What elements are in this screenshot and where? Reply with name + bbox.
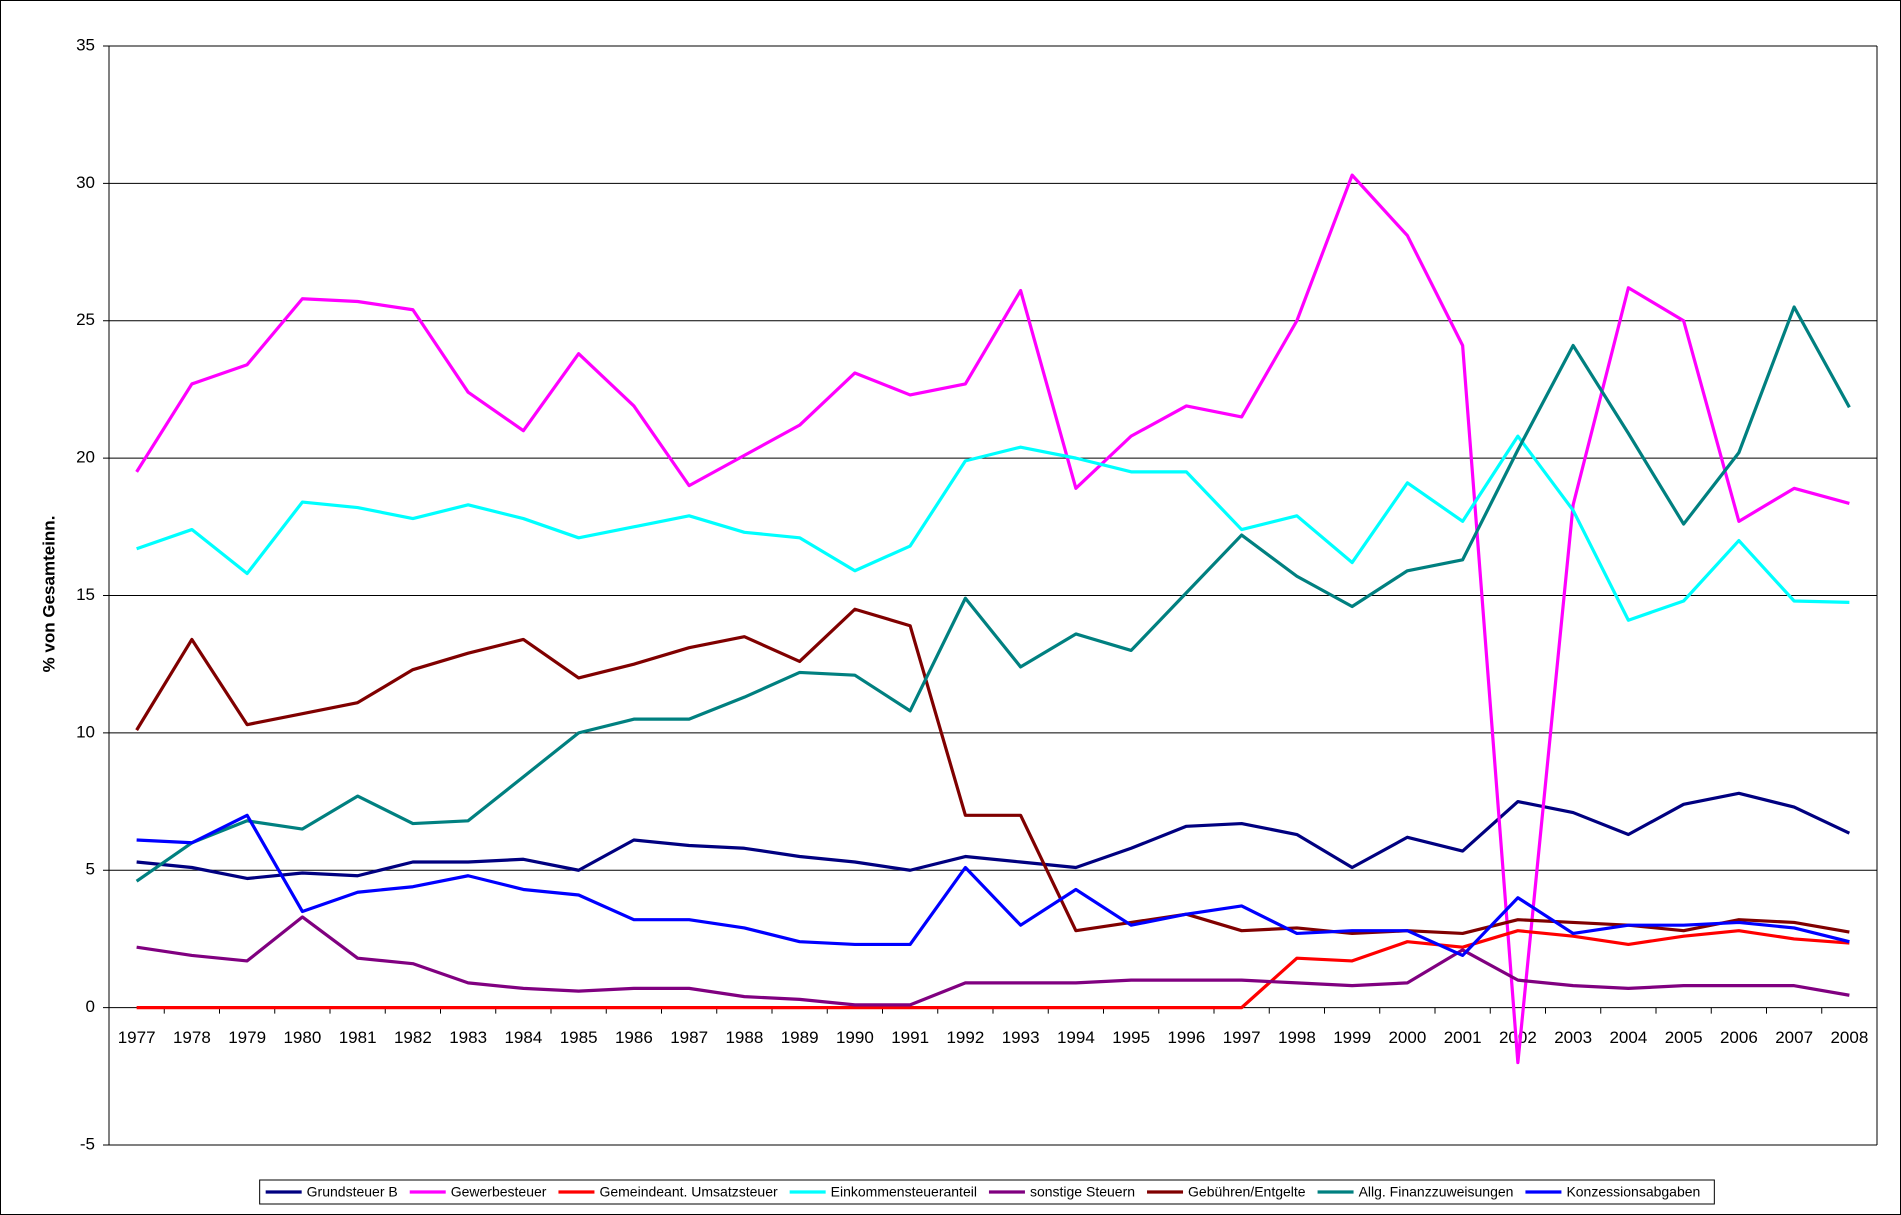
legend-label: Allg. Finanzzuweisungen xyxy=(1359,1184,1514,1200)
y-tick-label: -5 xyxy=(80,1134,95,1153)
x-tick-label: 1998 xyxy=(1278,1028,1316,1047)
x-tick-label: 1984 xyxy=(504,1028,542,1047)
legend-label: Konzessionsabgaben xyxy=(1566,1184,1700,1200)
legend-label: sonstige Steuern xyxy=(1030,1184,1135,1200)
x-tick-label: 1985 xyxy=(560,1028,598,1047)
series-line xyxy=(136,915,1850,1007)
x-tick-label: 1986 xyxy=(615,1028,653,1047)
x-tick-label: 2007 xyxy=(1775,1028,1813,1047)
y-tick-label: 30 xyxy=(76,173,95,192)
x-tick-label: 1992 xyxy=(946,1028,984,1047)
legend-label: Grundsteuer B xyxy=(307,1184,398,1200)
y-tick-label: 35 xyxy=(76,35,95,54)
x-tick-label: 1996 xyxy=(1167,1028,1205,1047)
x-tick-label: 1995 xyxy=(1112,1028,1150,1047)
y-axis-label: % von Gesamteinn. xyxy=(39,516,58,673)
x-tick-label: 1991 xyxy=(891,1028,929,1047)
y-tick-label: 15 xyxy=(76,585,95,604)
series-line xyxy=(136,791,1851,881)
x-tick-label: 1997 xyxy=(1223,1028,1261,1047)
legend-label: Gewerbesteuer xyxy=(451,1184,547,1200)
series-line xyxy=(136,434,1850,622)
legend-label: Gebühren/Entgelte xyxy=(1188,1184,1306,1200)
x-tick-label: 1983 xyxy=(449,1028,487,1047)
x-tick-label: 1982 xyxy=(394,1028,432,1047)
x-tick-label: 2001 xyxy=(1444,1028,1482,1047)
series-line xyxy=(135,173,1850,1065)
x-tick-label: 2004 xyxy=(1609,1028,1647,1047)
x-tick-label: 1999 xyxy=(1333,1028,1371,1047)
legend: Grundsteuer B Gewerbesteuer Gemeindeant. U… xyxy=(259,1179,1715,1205)
x-tick-label: 1979 xyxy=(228,1028,266,1047)
legend-label: Einkommensteueranteil xyxy=(831,1184,977,1200)
x-tick-label: 1993 xyxy=(1002,1028,1040,1047)
x-tick-label: 1978 xyxy=(173,1028,211,1047)
series-line xyxy=(135,607,1850,936)
x-tick-label: 2008 xyxy=(1830,1028,1868,1047)
y-tick-label: 10 xyxy=(76,722,95,741)
y-tick-label: 5 xyxy=(86,860,95,879)
x-tick-label: 1989 xyxy=(781,1028,819,1047)
x-tick-label: 1980 xyxy=(283,1028,321,1047)
x-tick-label: 1988 xyxy=(725,1028,763,1047)
x-tick-label: 1977 xyxy=(118,1028,156,1047)
legend-label: Gemeindeant. Umsatzsteuer xyxy=(599,1184,778,1200)
series-line xyxy=(135,305,1851,883)
x-tick-label: 1994 xyxy=(1057,1028,1095,1047)
x-tick-label: 1990 xyxy=(836,1028,874,1047)
x-tick-label: 2006 xyxy=(1720,1028,1758,1047)
y-tick-label: 25 xyxy=(76,310,95,329)
x-tick-label: 1987 xyxy=(670,1028,708,1047)
series-line xyxy=(136,929,1850,1010)
x-tick-label: 2005 xyxy=(1665,1028,1703,1047)
legend-box xyxy=(259,1179,1715,1205)
x-tick-label: 1981 xyxy=(339,1028,377,1047)
series-line xyxy=(136,813,1850,958)
y-tick-label: 0 xyxy=(86,997,95,1016)
y-tick-label: 20 xyxy=(76,448,95,467)
x-tick-label: 2002 xyxy=(1499,1028,1537,1047)
x-tick-label: 2000 xyxy=(1388,1028,1426,1047)
x-tick-label: 2003 xyxy=(1554,1028,1592,1047)
